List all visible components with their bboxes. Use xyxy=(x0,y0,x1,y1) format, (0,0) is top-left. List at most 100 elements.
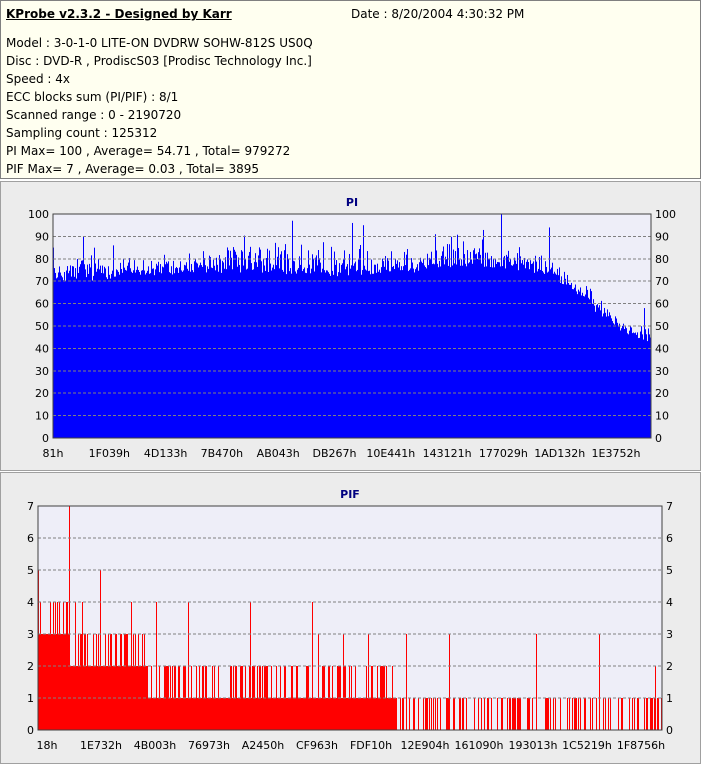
pif-bar xyxy=(336,698,337,730)
pi-bar xyxy=(150,273,151,438)
pi-bar xyxy=(277,256,278,438)
pi-bar xyxy=(509,261,510,438)
pi-bar xyxy=(119,274,120,438)
pif-bar xyxy=(169,698,170,730)
pif-bar xyxy=(111,634,112,730)
pi-bar xyxy=(269,250,270,438)
pif-bar xyxy=(572,698,573,730)
pi-bar xyxy=(387,258,388,438)
pi-bar xyxy=(57,277,58,438)
pi-bar xyxy=(541,255,542,438)
pi-bar xyxy=(371,259,372,438)
pi-bar xyxy=(81,260,82,438)
pi-bar xyxy=(328,272,329,438)
pi-bar xyxy=(639,337,640,438)
pi-bar xyxy=(62,277,63,438)
pi-bar xyxy=(85,269,86,438)
pif-bar xyxy=(356,698,357,730)
pi-y-tick-right: 0 xyxy=(655,432,662,445)
pi-bar xyxy=(564,271,565,438)
pi-bar xyxy=(169,272,170,438)
pif-bar xyxy=(202,666,203,730)
pi-bar xyxy=(238,257,239,438)
pi-bar xyxy=(196,262,197,438)
pi-bar xyxy=(167,263,168,438)
pi-bar xyxy=(544,273,545,438)
pif-bar xyxy=(180,698,181,730)
pif-bar xyxy=(548,698,549,730)
pi-bar xyxy=(69,270,70,438)
pif-bar xyxy=(437,698,438,730)
pi-spike-bar xyxy=(352,222,353,438)
pif-bar xyxy=(423,698,424,730)
pif-bar xyxy=(459,698,460,730)
pi-bar xyxy=(117,270,118,438)
pi-bar xyxy=(70,265,71,438)
pi-bar xyxy=(397,260,398,438)
pi-bar xyxy=(616,318,617,438)
pi-spike-bar xyxy=(83,236,84,438)
pif-bar xyxy=(234,698,235,730)
pif-bar xyxy=(136,666,137,730)
pif-x-tick: FDF10h xyxy=(350,739,392,752)
pi-bar xyxy=(257,266,258,438)
pi-bar xyxy=(219,255,220,438)
pi-bar xyxy=(580,287,581,438)
pi-bar xyxy=(164,254,165,438)
pi-bar xyxy=(642,334,643,438)
pi-bar xyxy=(93,275,94,438)
pif-bar xyxy=(191,666,192,730)
pif-bar xyxy=(177,698,178,730)
pif-bar xyxy=(65,634,66,730)
pif-x-tick: 193013h xyxy=(509,739,558,752)
pif-bar xyxy=(204,698,205,730)
pif-bar xyxy=(382,666,383,730)
pif-bar xyxy=(567,698,568,730)
pif-bar xyxy=(236,666,237,730)
pi-bar xyxy=(315,257,316,438)
pi-bar xyxy=(307,268,308,438)
pi-bar xyxy=(137,266,138,438)
pif-bar xyxy=(418,698,419,730)
pi-bar xyxy=(337,276,338,438)
pi-bar xyxy=(403,266,404,438)
pi-bar xyxy=(566,284,567,438)
pi-bar xyxy=(374,264,375,438)
pi-bar xyxy=(90,267,91,438)
pi-bar xyxy=(555,273,556,438)
pif-bar xyxy=(385,698,386,730)
pi-bar xyxy=(385,256,386,438)
speed-line: Speed : 4x xyxy=(6,72,71,86)
pi-bar xyxy=(185,265,186,438)
pi-bar xyxy=(362,270,363,438)
pi-bar xyxy=(339,263,340,438)
pif-bar xyxy=(517,698,518,730)
pif-bar xyxy=(152,698,153,730)
pi-bar xyxy=(530,260,531,438)
pif-y-tick-right: 0 xyxy=(666,724,673,737)
pif-bar xyxy=(358,698,359,730)
pi-bar xyxy=(208,268,209,438)
pi-bar xyxy=(643,339,644,438)
pif-bar xyxy=(622,698,623,730)
pi-bar xyxy=(159,272,160,438)
pi-bar xyxy=(433,263,434,438)
pi-bar xyxy=(367,251,368,438)
pif-bar xyxy=(387,698,388,730)
pi-bar xyxy=(120,262,121,438)
pi-bar xyxy=(547,272,548,438)
pi-bar xyxy=(287,254,288,438)
pif-bar xyxy=(435,698,436,730)
pi-spike-bar xyxy=(292,220,293,438)
pif-bar xyxy=(132,666,133,730)
pif-bar xyxy=(286,698,287,730)
pi-bar xyxy=(138,270,139,438)
pif-bar xyxy=(363,698,364,730)
pi-bar xyxy=(231,257,232,438)
pi-bar xyxy=(262,272,263,438)
pi-bar xyxy=(127,265,128,438)
pif-bar xyxy=(569,698,570,730)
pif-bar xyxy=(425,698,426,730)
pi-bar xyxy=(411,258,412,438)
pif-y-tick-left: 4 xyxy=(27,596,34,609)
